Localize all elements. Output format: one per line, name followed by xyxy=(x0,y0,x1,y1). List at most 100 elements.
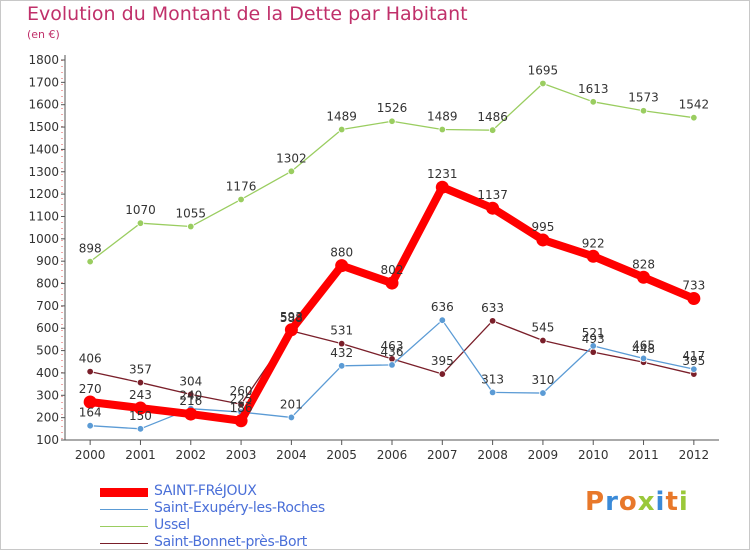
logo-letter: i xyxy=(655,487,666,517)
y-tick-label: 1300 xyxy=(28,165,59,179)
data-point-saint-exup-ry-les-roches xyxy=(488,388,497,397)
y-tick-label: 1600 xyxy=(28,98,59,112)
data-label-saint-exup-ry-les-roches: 521 xyxy=(582,326,605,340)
data-label-ussel: 1302 xyxy=(276,151,307,165)
y-tick-label: 1400 xyxy=(28,142,59,156)
data-label-saint-bonnet-pr-s-bort: 357 xyxy=(129,363,152,377)
data-label-saint-fr-joux: 186 xyxy=(230,401,253,415)
y-tick-label: 500 xyxy=(36,344,59,358)
data-label-saint-exup-ry-les-roches: 432 xyxy=(330,346,353,360)
data-label-saint-fr-joux: 270 xyxy=(79,382,102,396)
data-label-saint-bonnet-pr-s-bort: 395 xyxy=(682,354,705,368)
data-label-ussel: 1573 xyxy=(628,91,659,105)
legend-swatch-saint-bonnet xyxy=(100,543,148,544)
data-point-saint-exup-ry-les-roches xyxy=(287,413,296,422)
y-tick-label: 1000 xyxy=(28,232,59,246)
data-point-saint-exup-ry-les-roches xyxy=(337,362,346,370)
legend-label-saint-bonnet: Saint-Bonnet-près-Bort xyxy=(154,534,307,550)
data-point-saint-bonnet-pr-s-bort xyxy=(187,390,195,399)
data-point-saint-fr-joux xyxy=(486,201,500,215)
x-tick-label: 2002 xyxy=(175,448,206,462)
data-point-saint-fr-joux xyxy=(133,401,147,415)
data-label-saint-fr-joux: 1137 xyxy=(477,188,508,202)
data-point-saint-bonnet-pr-s-bort xyxy=(589,348,597,356)
y-tick-label: 300 xyxy=(36,388,59,402)
data-point-saint-fr-joux xyxy=(435,180,449,194)
data-point-saint-exup-ry-les-roches xyxy=(690,365,698,373)
x-tick-label: 2006 xyxy=(377,448,408,462)
legend-label-saint-frejoux: SAINT-FRéJOUX xyxy=(154,483,257,499)
legend-item-saint-frejoux: SAINT-FRéJOUX xyxy=(100,483,400,501)
legend-item-ussel: Ussel xyxy=(100,517,400,535)
data-label-ussel: 1542 xyxy=(679,98,710,112)
chart-title: Evolution du Montant de la Dette par Hab… xyxy=(27,3,468,25)
data-label-saint-exup-ry-les-roches: 201 xyxy=(280,397,303,411)
data-point-saint-exup-ry-les-roches xyxy=(589,342,597,350)
data-point-ussel xyxy=(488,126,497,134)
data-label-saint-bonnet-pr-s-bort: 588 xyxy=(280,311,303,325)
data-point-ussel xyxy=(237,195,245,204)
x-tick-label: 2007 xyxy=(427,448,458,462)
legend-swatch-ussel xyxy=(100,526,148,527)
data-point-ussel xyxy=(136,219,145,227)
x-tick-label: 2012 xyxy=(679,448,710,462)
data-label-saint-fr-joux: 733 xyxy=(682,279,705,293)
data-point-saint-exup-ry-les-roches xyxy=(539,389,547,397)
data-label-saint-exup-ry-les-roches: 150 xyxy=(129,409,152,423)
data-label-saint-exup-ry-les-roches: 313 xyxy=(481,372,504,386)
data-label-saint-fr-joux: 593 xyxy=(280,310,303,324)
data-point-saint-bonnet-pr-s-bort xyxy=(438,370,447,378)
data-label-saint-bonnet-pr-s-bort: 448 xyxy=(632,342,655,356)
data-label-saint-fr-joux: 828 xyxy=(632,257,655,271)
series-layer xyxy=(83,79,701,433)
chart-legend: SAINT-FRéJOUX Saint-Exupéry-les-Roches U… xyxy=(100,483,400,552)
logo-letter: o xyxy=(618,487,638,517)
logo-letter: i xyxy=(678,487,689,517)
data-label-saint-bonnet-pr-s-bort: 260 xyxy=(230,384,253,398)
chart-subtitle: (en €) xyxy=(27,28,60,41)
y-tick-label: 400 xyxy=(36,366,59,380)
data-label-saint-fr-joux: 922 xyxy=(582,236,605,250)
data-label-saint-bonnet-pr-s-bort: 493 xyxy=(582,332,605,346)
data-point-saint-fr-joux xyxy=(586,249,600,263)
data-point-saint-fr-joux xyxy=(234,414,248,428)
y-tick-label: 700 xyxy=(36,299,59,313)
data-label-saint-fr-joux: 880 xyxy=(330,246,353,260)
data-point-saint-fr-joux xyxy=(536,233,550,247)
logo-letter: r xyxy=(605,487,619,517)
data-label-ussel: 1489 xyxy=(326,110,357,124)
data-label-saint-exup-ry-les-roches: 225 xyxy=(230,392,253,406)
data-point-saint-bonnet-pr-s-bort xyxy=(237,400,245,408)
data-label-saint-bonnet-pr-s-bort: 463 xyxy=(381,339,404,353)
data-point-saint-bonnet-pr-s-bort xyxy=(488,317,497,325)
data-label-ussel: 1695 xyxy=(528,63,559,77)
data-point-saint-fr-joux xyxy=(335,259,349,273)
y-tick-label: 1700 xyxy=(28,75,59,89)
data-point-ussel xyxy=(438,125,447,134)
y-tick-label: 1200 xyxy=(28,187,59,201)
legend-swatch-saint-exupery xyxy=(100,509,148,510)
data-label-ussel: 1486 xyxy=(477,110,508,124)
x-tick-label: 2011 xyxy=(628,448,659,462)
data-label-saint-bonnet-pr-s-bort: 633 xyxy=(481,301,504,315)
x-tick-label: 2008 xyxy=(477,448,508,462)
data-label-ussel: 1070 xyxy=(125,203,156,217)
data-label-ussel: 898 xyxy=(79,242,102,256)
data-label-saint-fr-joux: 802 xyxy=(381,263,404,277)
data-point-saint-fr-joux xyxy=(687,292,701,306)
data-point-ussel xyxy=(690,113,698,122)
data-point-saint-exup-ry-les-roches xyxy=(86,421,94,430)
x-tick-label: 2004 xyxy=(276,448,307,462)
data-label-saint-bonnet-pr-s-bort: 531 xyxy=(330,324,353,338)
data-label-saint-exup-ry-les-roches: 164 xyxy=(79,406,102,420)
data-label-ussel: 1613 xyxy=(578,82,609,96)
y-tick-label: 800 xyxy=(36,277,59,291)
data-point-ussel xyxy=(86,257,94,266)
data-label-saint-exup-ry-les-roches: 310 xyxy=(531,373,554,387)
data-point-ussel xyxy=(539,79,547,88)
data-point-saint-bonnet-pr-s-bort xyxy=(539,336,547,345)
data-label-saint-exup-ry-les-roches: 465 xyxy=(632,338,655,352)
data-label-saint-exup-ry-les-roches: 417 xyxy=(682,349,705,363)
legend-item-saint-exupery: Saint-Exupéry-les-Roches xyxy=(100,500,400,518)
